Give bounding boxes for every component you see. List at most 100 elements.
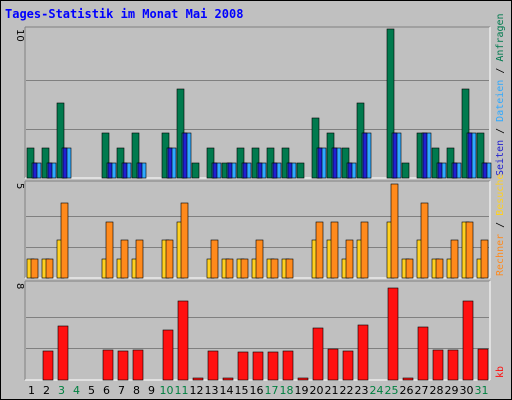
- bar-rechner: [360, 221, 369, 279]
- series-legend-label: Seiten / Dateien / Anfragen: [495, 13, 506, 176]
- bar-anfragen: [191, 162, 200, 179]
- bar-anfragen: [101, 132, 110, 179]
- x-tick-label: 16: [250, 384, 264, 397]
- x-tick-label: 27: [415, 384, 429, 397]
- panel-bars: [26, 28, 492, 179]
- x-tick-label: 18: [280, 384, 294, 397]
- bar-anfragen: [296, 162, 305, 179]
- bar-kb: [102, 349, 114, 381]
- bar-rechner: [240, 258, 249, 279]
- bar-kb: [237, 351, 249, 381]
- bar-kb: [222, 377, 234, 381]
- x-tick-label: 4: [73, 384, 80, 397]
- bar-anfragen: [401, 162, 410, 179]
- bar-kb: [117, 350, 129, 381]
- x-tick-label: 26: [400, 384, 414, 397]
- x-tick-label: 21: [325, 384, 339, 397]
- bar-seiten: [122, 162, 128, 179]
- bar-kb: [207, 350, 219, 381]
- x-tick-label: 6: [103, 384, 110, 397]
- bar-rechner: [390, 183, 399, 279]
- legend-series-name: Dateien: [495, 80, 506, 122]
- bar-seiten: [32, 162, 38, 179]
- bar-kb: [57, 325, 69, 381]
- bar-anfragen: [386, 28, 395, 179]
- bar-rechner: [105, 221, 114, 279]
- x-tick-label: 8: [133, 384, 140, 397]
- bar-kb: [297, 377, 309, 381]
- legend-series-name: Seiten: [495, 140, 506, 176]
- bar-seiten: [257, 162, 263, 179]
- bar-seiten: [482, 162, 488, 179]
- bar-kb: [342, 350, 354, 381]
- legend-series-name: /: [495, 216, 506, 234]
- x-axis-day-labels: 1 2 3 4 5 6 7 8 9 10 11 12 13 14 15 16 17 18 19 20 21 22 23 24 2…: [28, 384, 489, 397]
- bar-rechner: [135, 239, 144, 279]
- y-axis-max-label: 10: [14, 29, 25, 42]
- bar-kb: [177, 300, 189, 381]
- bar-anfragen: [131, 132, 140, 179]
- x-tick-label: 15: [235, 384, 249, 397]
- bar-seiten: [47, 162, 53, 179]
- panel-2: 5 Rechner / Besuche: [14, 174, 506, 279]
- bar-rechner: [405, 258, 414, 279]
- x-tick-label: 19: [295, 384, 309, 397]
- x-tick-label: 13: [205, 384, 219, 397]
- bar-seiten: [182, 132, 188, 179]
- bar-rechner: [330, 221, 339, 279]
- x-tick-label: 29: [445, 384, 459, 397]
- bar-seiten: [62, 147, 68, 179]
- legend-series-name: kb: [495, 366, 506, 378]
- panel-3: 8 kb: [14, 280, 506, 381]
- panel-1: 10 Seiten / Dateien / Anfragen: [14, 13, 506, 179]
- x-tick-label: 17: [265, 384, 279, 397]
- x-tick-label: 30: [460, 384, 474, 397]
- x-tick-label: 9: [148, 384, 155, 397]
- bar-rechner: [450, 239, 459, 279]
- bar-kb: [387, 287, 399, 381]
- bar-seiten: [242, 162, 248, 179]
- bar-seiten: [137, 162, 143, 179]
- bar-rechner: [270, 258, 279, 279]
- x-tick-label: 12: [190, 384, 204, 397]
- bar-rechner: [180, 202, 189, 279]
- bar-rechner: [315, 221, 324, 279]
- chart-panels: 10 Seiten / Dateien / Anfragen 5 Rechner / …: [14, 13, 506, 381]
- bar-seiten: [392, 132, 398, 179]
- bar-kb: [132, 349, 144, 381]
- bar-anfragen: [476, 132, 485, 179]
- bar-rechner: [345, 239, 354, 279]
- bar-seiten: [467, 132, 473, 179]
- bar-kb: [282, 350, 294, 381]
- bar-seiten: [107, 162, 113, 179]
- x-tick-label: 1: [28, 384, 35, 397]
- series-legend-label: kb: [495, 366, 506, 378]
- bar-rechner: [165, 239, 174, 279]
- bar-kb: [162, 329, 174, 381]
- bar-anfragen: [56, 102, 65, 179]
- bar-kb: [312, 327, 324, 381]
- x-tick-label: 23: [355, 384, 369, 397]
- bar-kb: [402, 377, 414, 381]
- bar-rechner: [420, 202, 429, 279]
- bar-rechner: [60, 202, 69, 279]
- bar-kb: [192, 377, 204, 381]
- legend-series-name: Rechner: [495, 234, 506, 276]
- legend-series-name: Anfragen: [495, 13, 506, 61]
- x-tick-label: 24: [370, 384, 384, 397]
- bar-rechner: [225, 258, 234, 279]
- chart-title: Tages-Statistik im Monat Mai 2008: [5, 7, 243, 21]
- bar-seiten: [287, 162, 293, 179]
- bar-seiten: [272, 162, 278, 179]
- x-tick-label: 11: [175, 384, 189, 397]
- bar-rechner: [285, 258, 294, 279]
- bar-kb: [267, 351, 279, 381]
- x-tick-label: 14: [220, 384, 234, 397]
- bar-seiten: [227, 162, 233, 179]
- bar-kb: [447, 349, 459, 381]
- bar-seiten: [212, 162, 218, 179]
- panel-bars: [26, 183, 489, 279]
- x-tick-label: 2: [43, 384, 50, 397]
- bar-rechner: [465, 221, 474, 279]
- x-tick-label: 10: [160, 384, 174, 397]
